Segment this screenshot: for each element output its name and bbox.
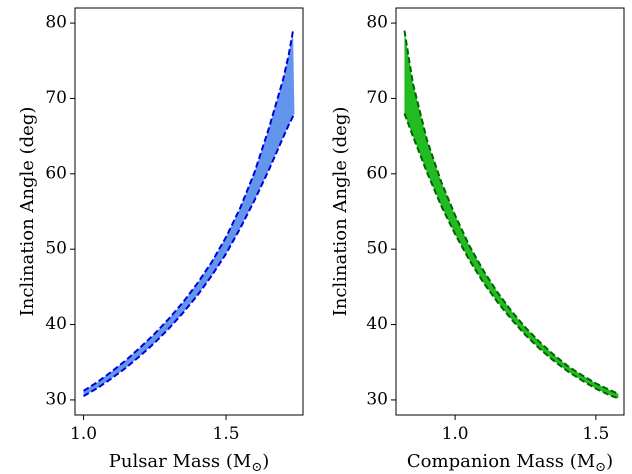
pulsar-mass-x-tick-label: 1.0	[70, 424, 97, 444]
companion-mass-y-axis-label: Inclination Angle (deg)	[330, 107, 351, 317]
pulsar-mass-axes-frame	[74, 7, 304, 416]
companion-mass-y-tick-label: 50	[366, 239, 388, 259]
pulsar-mass-upper-boundary-line	[83, 30, 295, 392]
companion-mass-upper-boundary-line	[403, 30, 619, 395]
pulsar-mass-x-axis-label: Pulsar Mass (M⊙)	[109, 451, 270, 474]
companion-mass-y-tick-label: 80	[366, 13, 388, 33]
pulsar-mass-lower-boundary-line	[83, 113, 296, 398]
pulsar-mass-y-tick-label: 60	[45, 163, 67, 183]
companion-mass-x-tick-label: 1.0	[442, 424, 469, 444]
companion-mass-y-tick-label: 70	[366, 88, 388, 108]
companion-mass-y-tick-label: 60	[366, 163, 388, 183]
pulsar-mass-y-axis-label: Inclination Angle (deg)	[17, 107, 38, 317]
pulsar-mass-x-tick-label: 1.5	[213, 424, 240, 444]
companion-mass-axes-frame	[395, 7, 625, 416]
companion-mass-y-tick-label: 30	[366, 389, 388, 409]
companion-mass-lower-boundary-line	[403, 113, 619, 400]
companion-mass-x-axis-label: Companion Mass (M⊙)	[407, 451, 613, 474]
companion-mass-y-tick-label: 40	[366, 314, 388, 334]
pulsar-mass-y-tick-label: 40	[45, 314, 67, 334]
companion-mass-band-fill	[404, 30, 619, 399]
pulsar-mass-y-tick-label: 30	[45, 389, 67, 409]
pulsar-mass-panel: 30 40 50 60 70 80 1.0 1.5 Inclination Angle (d…	[17, 7, 304, 474]
pulsar-mass-y-tick-label: 80	[45, 13, 67, 33]
companion-mass-x-tick-label: 1.5	[582, 424, 609, 444]
companion-mass-panel: 30 40 50 60 70 80 1.0 1.5 Inclination Angle (d…	[330, 7, 625, 474]
pulsar-mass-y-tick-label: 70	[45, 88, 67, 108]
pulsar-mass-y-tick-label: 50	[45, 239, 67, 259]
